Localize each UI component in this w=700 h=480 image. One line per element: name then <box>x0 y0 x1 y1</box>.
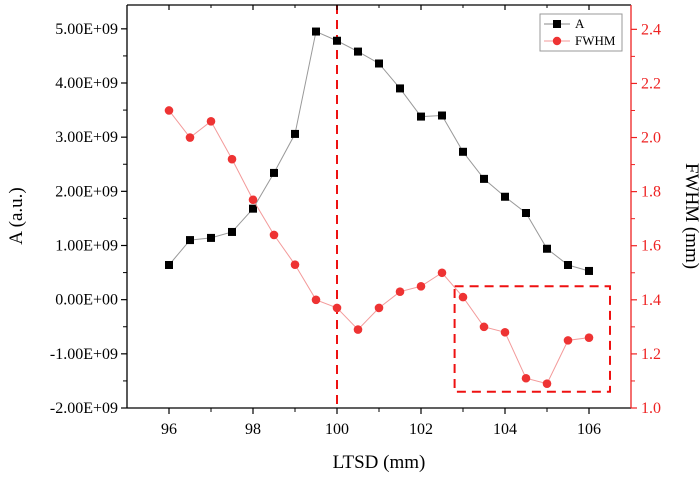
data-point-a <box>354 47 362 56</box>
legend-label-a: A <box>575 16 585 31</box>
y-tick-label-right: 2.0 <box>641 130 661 147</box>
data-point-a <box>249 204 257 213</box>
legend-label-fwhm: FWHM <box>575 33 616 48</box>
y-tick-label-right: 1.6 <box>641 238 661 255</box>
y-axis-title-right: FWHM (mm) <box>681 163 700 269</box>
data-point-fwhm <box>395 287 405 296</box>
data-point-fwhm <box>290 260 300 269</box>
data-point-fwhm <box>458 292 468 302</box>
legend: A FWHM <box>539 13 623 52</box>
x-tick-label: 100 <box>325 421 349 438</box>
data-point-fwhm <box>353 325 363 334</box>
y-tick-label-right: 2.4 <box>641 21 661 38</box>
data-point-fwhm <box>563 336 573 345</box>
data-point-a <box>396 84 404 93</box>
data-point-fwhm <box>311 295 321 305</box>
data-point-a <box>543 244 551 253</box>
y-tick-label-right: 1.2 <box>641 346 661 363</box>
y-tick-label-left: 5.00E+09 <box>55 21 118 38</box>
data-point-a <box>375 59 383 68</box>
annotation-layer <box>336 5 611 408</box>
data-point-fwhm <box>374 303 384 313</box>
data-point-a <box>207 233 215 242</box>
highlight-box <box>453 285 611 393</box>
data-point-a <box>585 266 593 275</box>
y-tick-label-left: 2.00E+09 <box>55 183 118 200</box>
y-tick-label-right: 2.2 <box>641 75 661 92</box>
y-tick-label-left: -2.00E+09 <box>50 400 118 417</box>
data-point-a <box>459 147 467 156</box>
y-tick-label-left: 1.00E+09 <box>55 238 118 255</box>
data-point-fwhm <box>269 230 279 240</box>
y-tick-label-right: 1.4 <box>641 292 661 309</box>
data-point-a <box>270 168 278 177</box>
data-point-a <box>333 36 341 45</box>
data-point-fwhm <box>332 303 342 313</box>
data-point-a <box>417 112 425 121</box>
x-tick-label: 98 <box>245 421 261 438</box>
data-point-a <box>564 261 572 269</box>
data-point-fwhm <box>500 327 510 337</box>
data-point-fwhm <box>185 133 195 142</box>
data-point-fwhm <box>437 268 447 278</box>
data-point-a <box>165 261 173 269</box>
x-tick-label: 96 <box>161 421 177 438</box>
data-point-a <box>228 227 236 236</box>
y-tick-label-right: 1.0 <box>641 400 661 417</box>
data-point-a <box>438 111 446 120</box>
x-tick-label: 102 <box>409 421 433 438</box>
x-tick-label: 106 <box>577 421 601 438</box>
x-tick-label: 104 <box>493 421 517 438</box>
series-line-fwhm <box>168 110 590 385</box>
data-point-a <box>312 27 320 36</box>
data-point-fwhm <box>479 322 489 332</box>
data-point-fwhm <box>584 333 594 342</box>
legend-marker-circle <box>552 36 562 46</box>
data-point-a <box>186 236 194 245</box>
data-point-fwhm <box>164 106 174 115</box>
y-tick-label-left: 0.00E+00 <box>55 292 118 309</box>
y-tick-label-left: -1.00E+09 <box>50 346 118 363</box>
ticks-layer: 96 98 100 102 104 106 -2.00E+09 -1.00E+09 0.00E+… <box>50 5 661 438</box>
data-point-a <box>522 209 530 217</box>
data-point-fwhm <box>416 281 426 291</box>
data-point-fwhm <box>521 373 531 383</box>
data-point-a <box>480 174 488 183</box>
data-point-a <box>291 129 299 138</box>
y-axis-title-left: A (a.u.) <box>6 187 27 245</box>
y-tick-label-left: 3.00E+09 <box>55 129 118 146</box>
data-point-fwhm <box>542 379 552 388</box>
x-axis-title: LTSD (mm) <box>333 452 426 473</box>
data-point-fwhm <box>248 195 258 205</box>
legend-marker-square <box>553 20 561 28</box>
y-tick-label-right: 1.8 <box>641 184 661 201</box>
data-point-a <box>501 192 509 201</box>
series-layer <box>164 27 594 388</box>
data-point-fwhm <box>206 117 216 126</box>
y-tick-label-left: 4.00E+09 <box>55 75 118 92</box>
data-point-fwhm <box>227 154 237 164</box>
